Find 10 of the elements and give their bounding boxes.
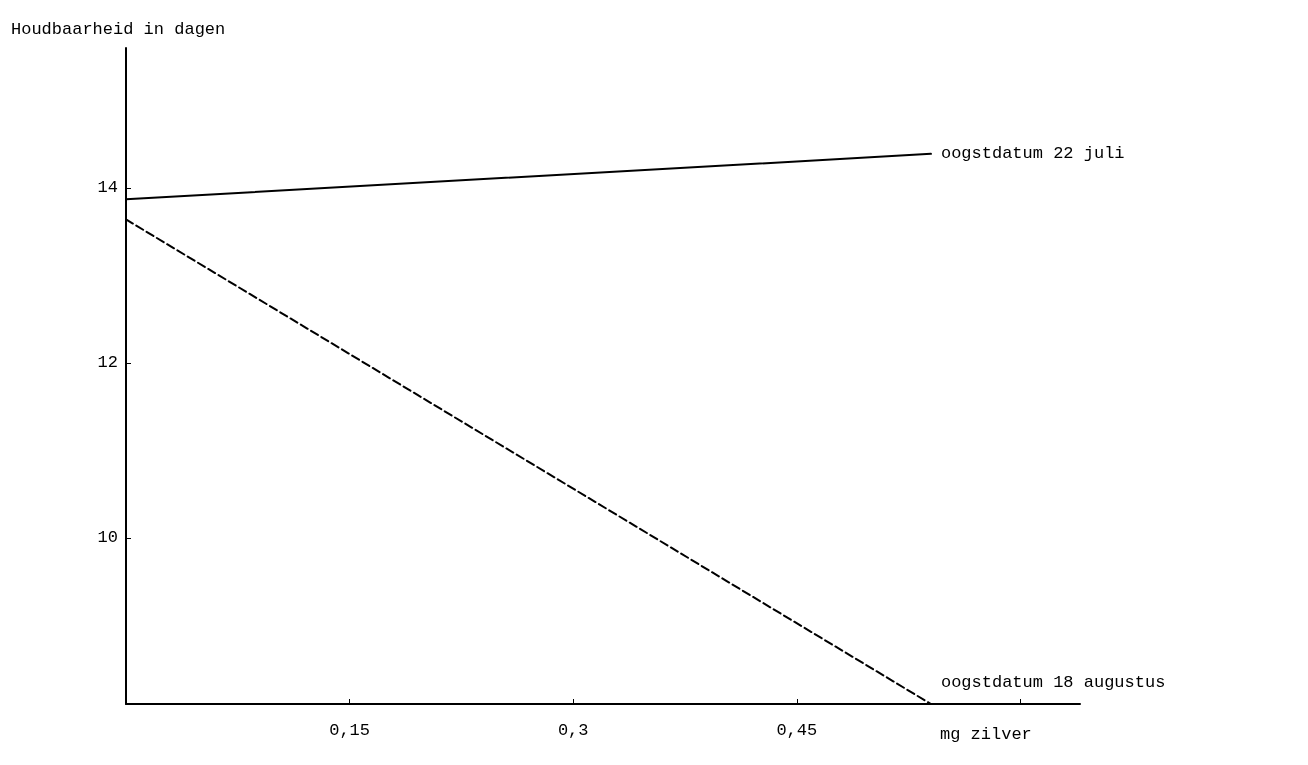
series-label: oogstdatum 22 juli [940, 144, 1125, 164]
x-axis-title: mg zilver [940, 725, 1032, 744]
y-tick-label: 10 [97, 528, 118, 548]
x-tick-label: 0,3 [557, 721, 589, 740]
y-tick-label: 14 [97, 178, 118, 198]
y-axis-title: Houdbaarheid in dagen [11, 20, 226, 39]
x-tick-label: 0,15 [329, 721, 370, 740]
y-tick-label: 12 [97, 353, 118, 373]
x-tick-label: 0,45 [776, 721, 818, 740]
series-label: oogstdatum 18 augustus [940, 672, 1166, 692]
